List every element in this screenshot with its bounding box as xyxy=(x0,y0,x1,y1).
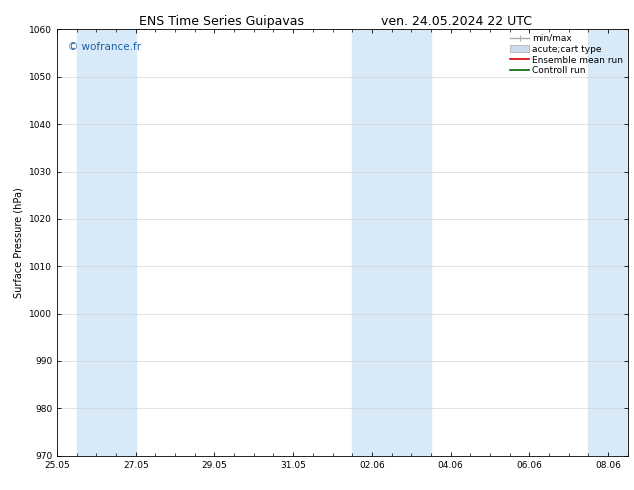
Legend: min/max, acute;cart type, Ensemble mean run, Controll run: min/max, acute;cart type, Ensemble mean … xyxy=(508,32,625,77)
Text: ENS Time Series Guipavas: ENS Time Series Guipavas xyxy=(139,15,304,28)
Bar xyxy=(77,29,136,456)
Text: ven. 24.05.2024 22 UTC: ven. 24.05.2024 22 UTC xyxy=(381,15,532,28)
Bar xyxy=(353,29,431,456)
Text: © wofrance.fr: © wofrance.fr xyxy=(68,42,141,52)
Y-axis label: Surface Pressure (hPa): Surface Pressure (hPa) xyxy=(14,187,23,298)
Bar xyxy=(588,29,628,456)
